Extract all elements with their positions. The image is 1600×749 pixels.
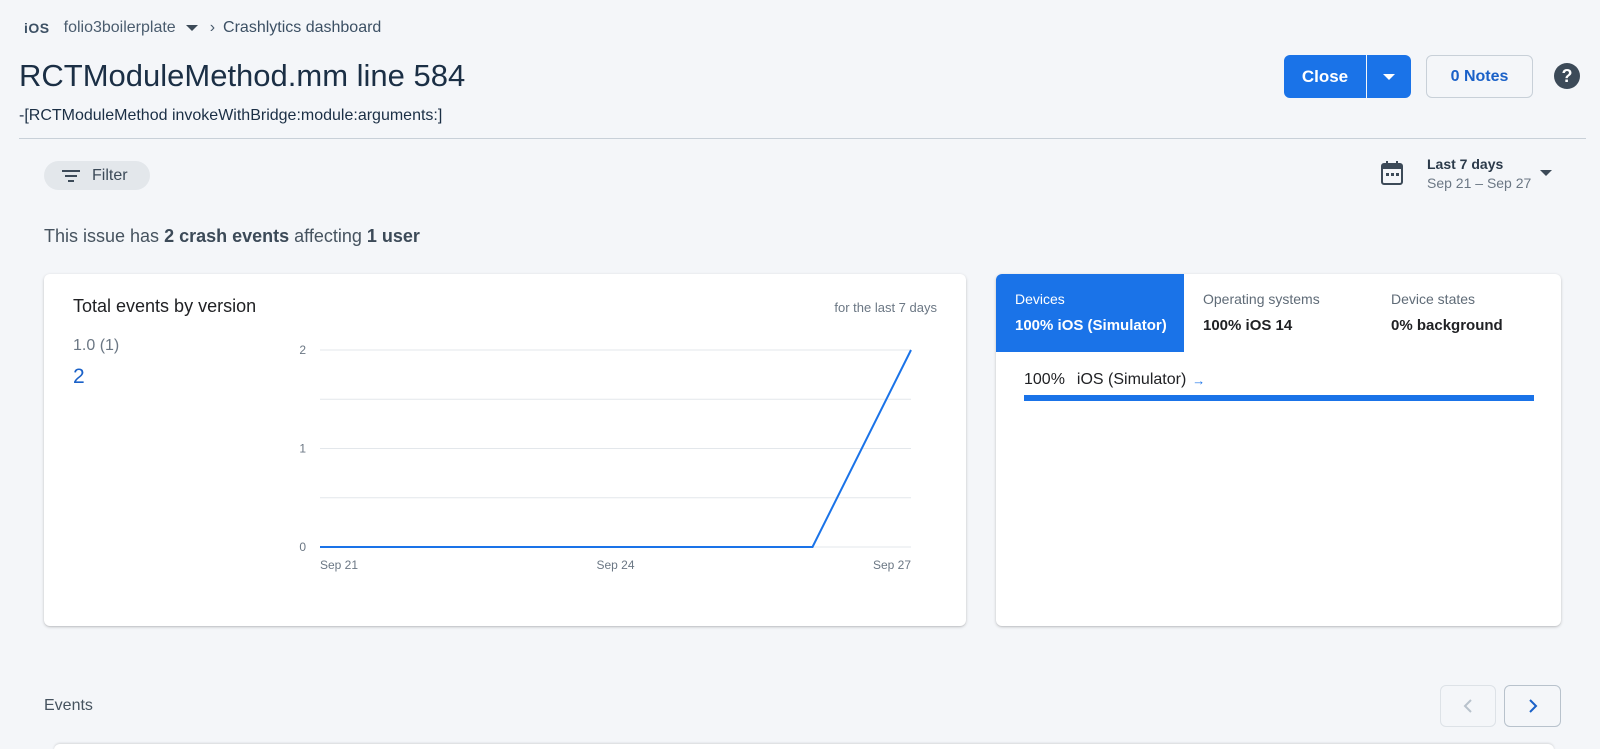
x-tick-label: Sep 27	[873, 558, 911, 572]
date-dropdown-icon[interactable]	[1540, 170, 1552, 176]
chevron-right-icon	[1528, 699, 1537, 713]
y-tick-label: 2	[299, 343, 306, 357]
events-line-chart: 0 1 2 Sep 21 Sep 24 Sep 27	[299, 343, 912, 572]
close-options-dropdown-button[interactable]	[1367, 55, 1411, 98]
device-bar-fill	[1024, 395, 1534, 401]
filter-label: Filter	[92, 166, 128, 184]
events-section-title: Events	[44, 697, 93, 714]
x-tick-label: Sep 24	[596, 558, 634, 572]
version-count: 2	[73, 365, 85, 388]
device-row[interactable]: 100% iOS (Simulator) →	[1024, 371, 1205, 389]
crash-events-count: 2 crash events	[164, 226, 290, 246]
issue-summary: This issue has 2 crash events affecting …	[44, 226, 420, 246]
issue-title: RCTModuleMethod.mm line 584	[19, 58, 466, 93]
project-name[interactable]: folio3boilerplate	[63, 19, 176, 36]
tab-operating-systems[interactable]: Operating systems 100% iOS 14	[1203, 291, 1320, 334]
version-label[interactable]: 1.0 (1)	[73, 337, 120, 354]
notes-button[interactable]: 0 Notes	[1426, 55, 1533, 98]
next-page-button[interactable]	[1504, 685, 1561, 727]
ios-platform-icon: iOS	[24, 20, 50, 36]
close-issue-button[interactable]: Close	[1284, 55, 1366, 98]
breadcrumb: iOS folio3boilerplate › Crashlytics dash…	[24, 16, 381, 40]
tab-devices[interactable]: Devices 100% iOS (Simulator)	[996, 274, 1184, 352]
chevron-left-icon	[1463, 699, 1472, 713]
previous-page-button[interactable]	[1440, 685, 1496, 727]
issue-subtitle: -[RCTModuleMethod invokeWithBridge:modul…	[19, 107, 443, 124]
filter-icon	[62, 169, 80, 182]
users-count: 1 user	[366, 226, 420, 246]
device-bar-track	[1024, 395, 1534, 401]
card-title: Total events by version	[73, 296, 257, 316]
filter-button[interactable]: Filter	[44, 161, 150, 190]
breakdown-tabs: Devices 100% iOS (Simulator) Operating s…	[996, 274, 1561, 352]
date-range-label[interactable]: Last 7 days	[1427, 156, 1504, 172]
series-line	[320, 349, 912, 548]
card-range-note: for the last 7 days	[834, 300, 937, 315]
arrow-right-icon: →	[1192, 372, 1206, 388]
events-list-card	[54, 744, 1554, 749]
events-by-version-card: Total events by version for the last 7 d…	[44, 274, 966, 626]
y-tick-label: 0	[299, 540, 306, 554]
calendar-icon[interactable]	[1380, 160, 1404, 186]
chevron-right-icon: ›	[209, 19, 216, 36]
device-percent: 100%	[1024, 371, 1065, 388]
date-range-value[interactable]: Sep 21 – Sep 27	[1427, 175, 1532, 191]
x-tick-label: Sep 21	[320, 558, 358, 572]
device-name-link[interactable]: iOS (Simulator)	[1076, 371, 1187, 388]
header-divider	[19, 138, 1586, 139]
breakdown-card: Devices 100% iOS (Simulator) Operating s…	[996, 274, 1561, 626]
breadcrumb-page-link[interactable]: Crashlytics dashboard	[223, 19, 382, 36]
tab-device-states[interactable]: Device states 0% background	[1391, 291, 1503, 334]
caret-down-icon	[1383, 73, 1395, 80]
y-tick-label: 1	[299, 442, 306, 456]
project-dropdown-icon[interactable]	[185, 25, 198, 31]
help-icon[interactable]: ?	[1554, 63, 1580, 89]
